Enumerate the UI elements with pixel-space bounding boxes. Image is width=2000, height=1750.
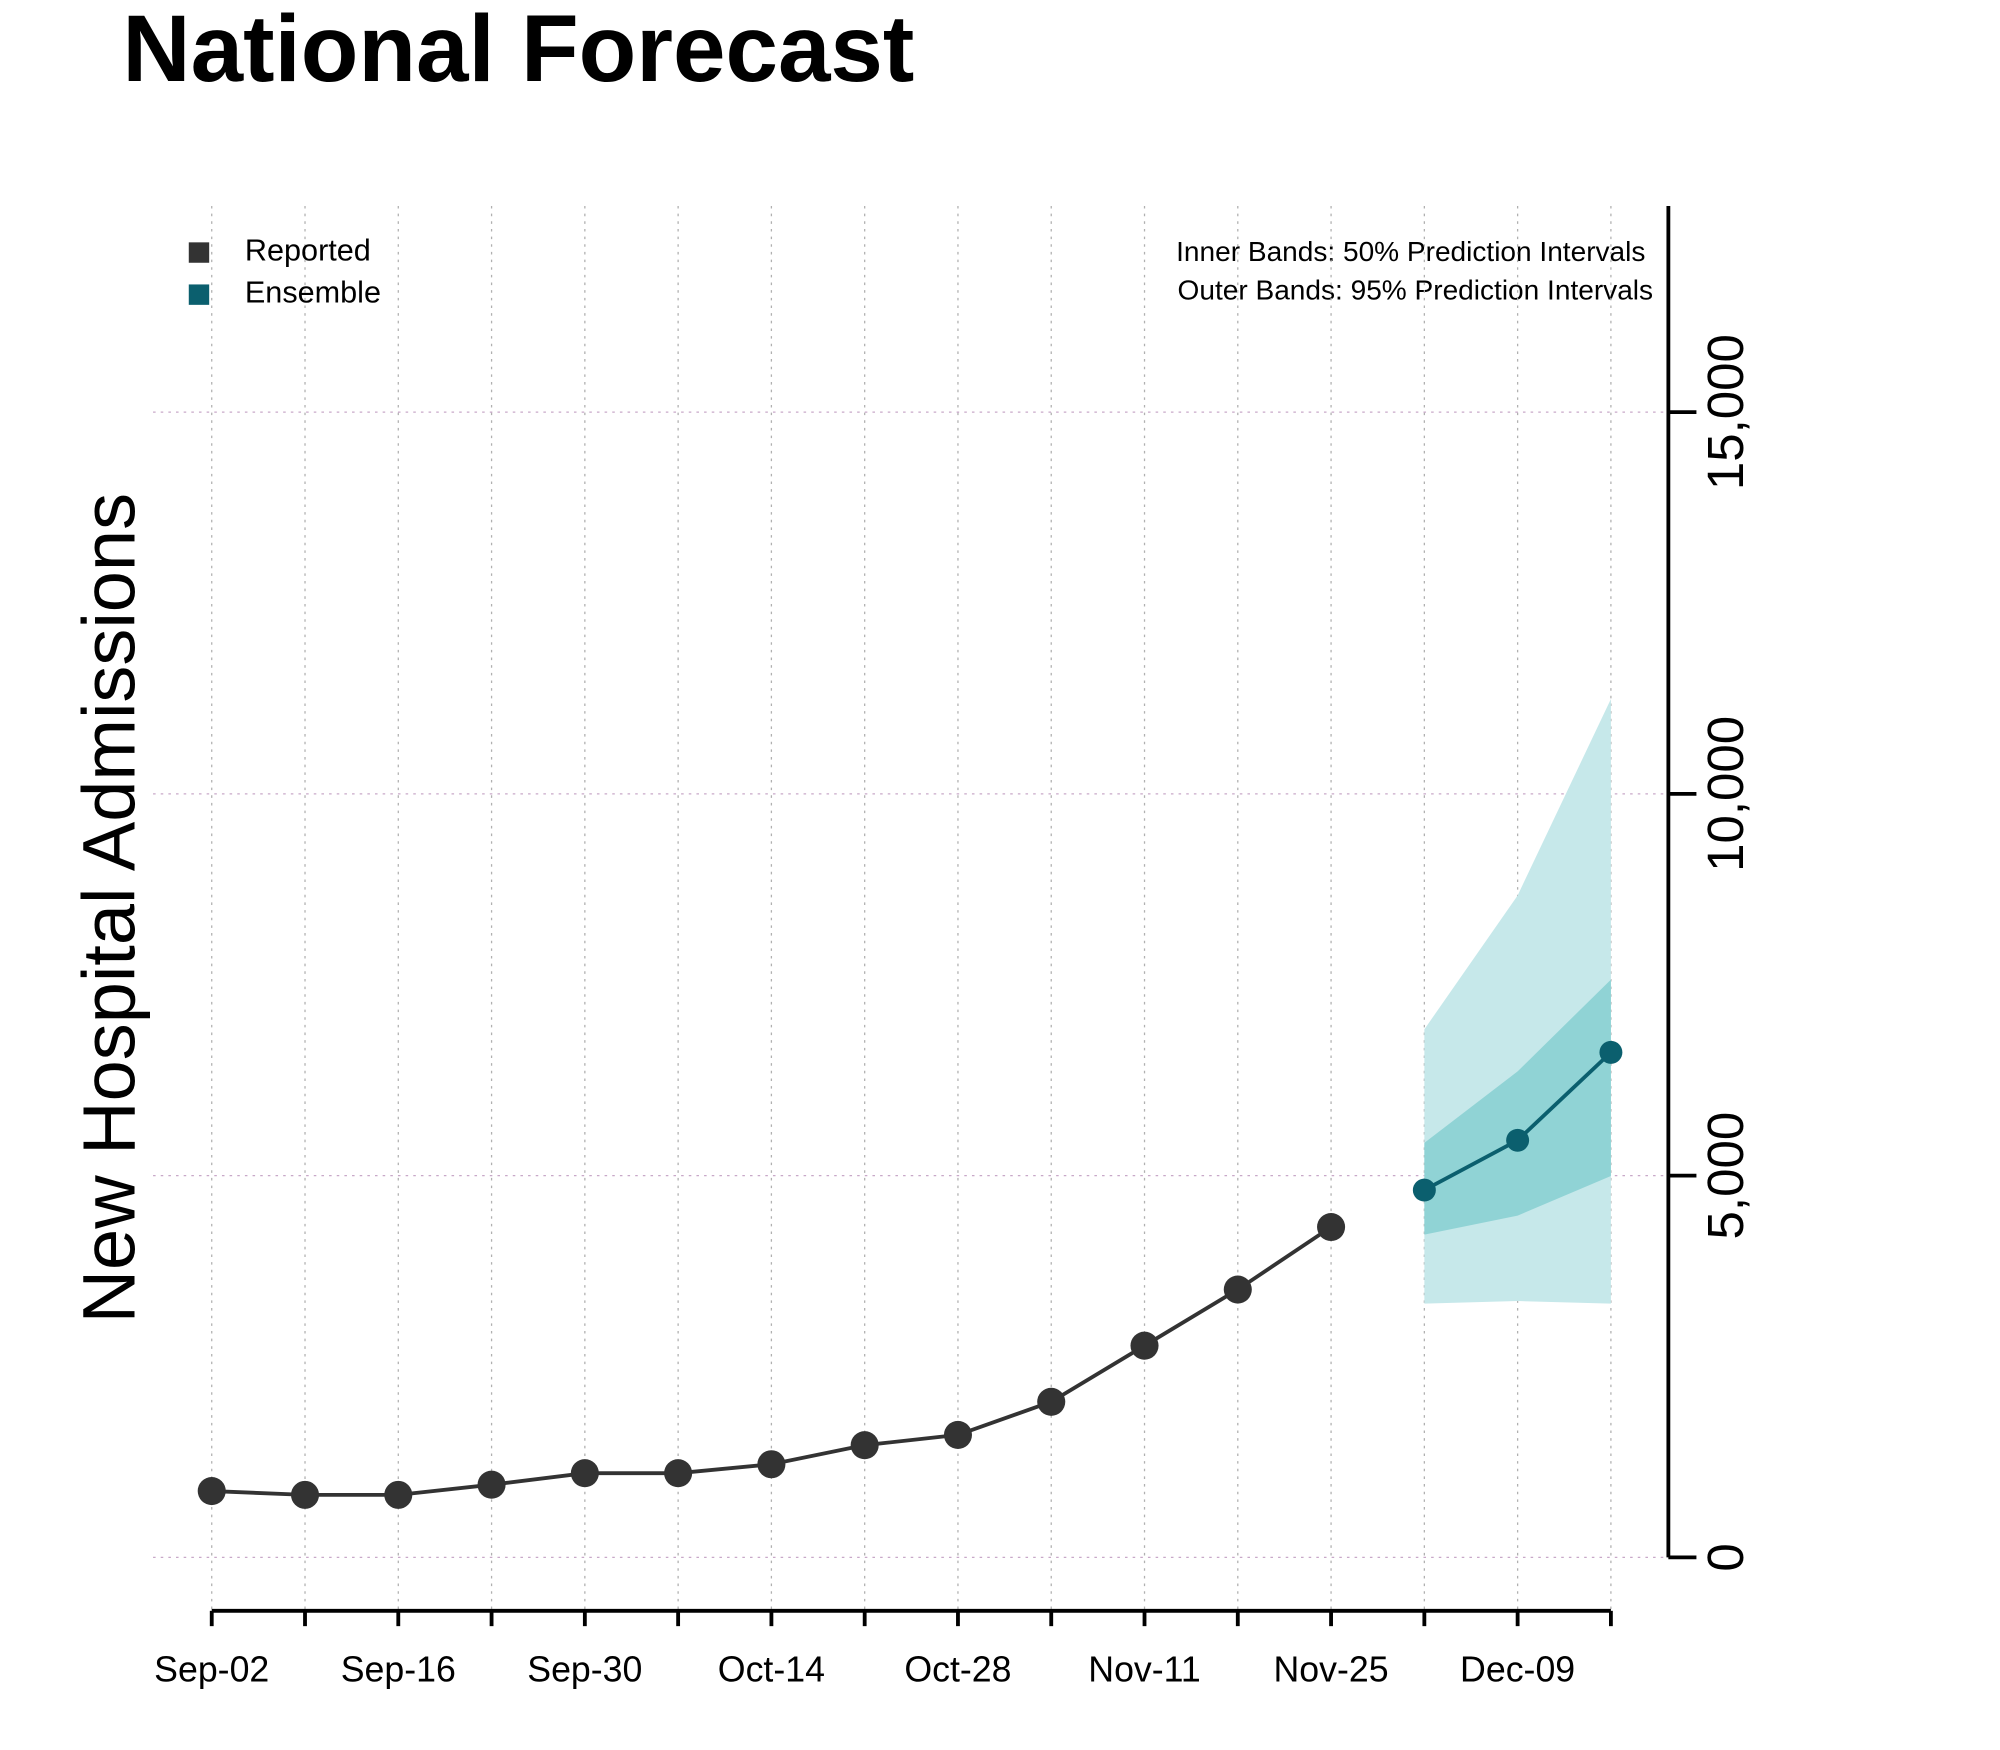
data-point [290, 1480, 320, 1509]
legend-label: Reported [245, 234, 371, 268]
data-point [1130, 1331, 1159, 1360]
data-point [197, 1477, 226, 1506]
x-tick-label: Nov-11 [1088, 1650, 1200, 1690]
data-point [1037, 1387, 1066, 1416]
y-tick-label: 15,000 [1697, 334, 1754, 490]
data-point [664, 1459, 693, 1488]
x-tick-label: Nov-25 [1274, 1650, 1389, 1690]
x-tick-label: Oct-14 [718, 1650, 825, 1690]
data-point [757, 1450, 786, 1479]
y-tick-label: 10,000 [1697, 716, 1754, 872]
annotation: Inner Bands: 50% Prediction Intervals [1176, 236, 1645, 267]
data-point [943, 1420, 972, 1449]
x-tick-label: Oct-28 [904, 1650, 1011, 1690]
y-tick-label: 0 [1697, 1543, 1754, 1571]
data-point [1412, 1178, 1436, 1202]
data-point [384, 1480, 413, 1509]
x-tick-label: Sep-02 [154, 1650, 269, 1690]
data-point [1223, 1275, 1252, 1304]
data-point [570, 1459, 599, 1488]
y-tick-label: 5,000 [1697, 1112, 1754, 1240]
data-point [1506, 1128, 1530, 1152]
x-tick-label: Sep-16 [341, 1650, 456, 1690]
x-tick-label: Sep-30 [527, 1650, 642, 1690]
data-point [850, 1431, 879, 1460]
legend-key [188, 284, 210, 305]
data-point [477, 1470, 506, 1499]
legend-key [188, 242, 210, 263]
annotation: Outer Bands: 95% Prediction Intervals [1178, 274, 1653, 305]
prediction-band [1424, 979, 1611, 1235]
legend-label: Ensemble [245, 276, 381, 310]
y-axis-label: New Hospital Admissions [67, 493, 150, 1323]
data-point [1317, 1212, 1346, 1242]
chart-title: National Forecast [122, 0, 914, 102]
data-point [1599, 1040, 1623, 1064]
x-tick-label: Dec-09 [1460, 1650, 1575, 1690]
